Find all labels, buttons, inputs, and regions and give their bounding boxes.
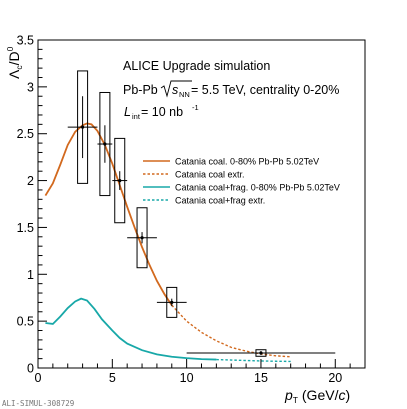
x-tick-label-4: 20 [328, 371, 342, 385]
legend-label-coal: Catania coal. 0-80% Pb-Pb 5.02TeV [175, 157, 319, 167]
data-point-3 [140, 236, 144, 240]
annotation-collision-system: Pb-Pb [123, 83, 158, 97]
y-tick-label-6: 3 [27, 80, 34, 94]
y-tick-label-3: 1.5 [17, 221, 34, 235]
series-line-1 [171, 304, 291, 358]
x-tick-label-2: 10 [180, 371, 194, 385]
annotation-energy-centrality: = 5.5 TeV, centrality 0-20% [191, 83, 339, 97]
data-point-1 [103, 142, 107, 146]
series-line-3 [216, 358, 291, 363]
x-tick-label-3: 15 [254, 371, 268, 385]
series-line-0 [44, 122, 173, 306]
annotation-lumi-sub: int [132, 112, 141, 121]
legend-label-coal-extr: Catania coal extr. [175, 170, 245, 180]
y-tick-label-4: 2 [27, 174, 34, 188]
data-points [67, 70, 336, 357]
svg-text:pT (GeV/c): pT (GeV/c) [284, 387, 350, 405]
y-tick-label-7: 3.5 [17, 34, 34, 48]
y-tick-label-5: 2.5 [17, 127, 34, 141]
annotation-sqrt-var: s [172, 83, 178, 97]
data-point-2 [118, 178, 122, 183]
legend: Catania coal. 0-80% Pb-Pb 5.02TeV Catani… [143, 157, 340, 206]
annotation-lumi-symbol: L [124, 105, 131, 119]
y-axis-title: Λc/D0 [5, 46, 24, 79]
data-point-4 [170, 300, 174, 304]
svg-text:Λc/D0: Λc/D0 [5, 46, 24, 79]
axis-ticks: 0 5 10 15 20 0 0.5 1 1.5 2 2.5 3 3.5 [17, 34, 366, 385]
data-point-5 [259, 351, 263, 355]
annotation-lumi-sup: -1 [192, 103, 199, 112]
series-line-2 [45, 297, 217, 361]
legend-label-coalfrag: Catania coal+frag. 0-80% Pb-Pb 5.02TeV [175, 183, 340, 193]
annotation-collision: Pb-Pb s NN = 5.5 TeV, centrality 0-20% [123, 80, 339, 99]
y-tick-label-1: 0.5 [17, 315, 34, 329]
svg-text:Pb-Pb: Pb-Pb [123, 83, 158, 97]
data-point-0 [80, 125, 85, 129]
y-tick-label-2: 1 [27, 268, 34, 282]
x-axis-title: pT (GeV/c) [284, 387, 350, 405]
annotation-luminosity: L int = 10 nb -1 [124, 103, 199, 121]
sqrt-symbol-icon [160, 80, 192, 98]
watermark: ALI-SIMUL-308729 [2, 399, 74, 408]
x-tick-label-0: 0 [35, 371, 42, 385]
y-tick-label-0: 0 [27, 362, 34, 376]
x-tick-label-1: 5 [109, 371, 116, 385]
annotation-sqrt-sub: NN [179, 90, 190, 99]
annotation-lumi-value: = 10 nb [141, 105, 183, 119]
legend-label-coalfrag-extr: Catania coal+frag extr. [175, 196, 265, 206]
annotation-experiment: ALICE Upgrade simulation [123, 59, 270, 73]
